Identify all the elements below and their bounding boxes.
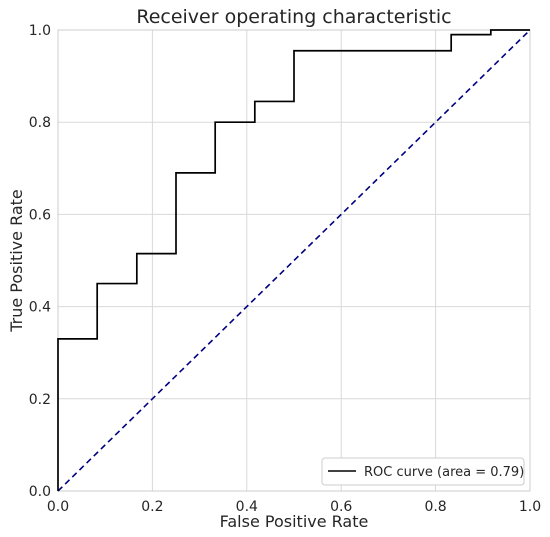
x-tick-label: 0.0 [47, 499, 69, 515]
roc-curve-line [57, 29, 530, 491]
y-axis-label: True Positive Rate [7, 189, 26, 333]
y-tick-label: 0.0 [29, 484, 51, 500]
x-tick-label: 0.4 [236, 499, 258, 515]
x-tick-label: 0.2 [141, 499, 163, 515]
x-tick-labels: 0.0 0.2 0.4 0.6 0.8 1.0 [47, 499, 541, 515]
y-tick-label: 0.6 [29, 207, 51, 223]
legend: ROC curve (area = 0.79) [321, 457, 525, 486]
y-tick-label: 0.4 [29, 300, 51, 316]
y-tick-label: 0.8 [29, 115, 51, 131]
chart-title: Receiver operating characteristic [136, 6, 451, 28]
y-tick-label: 1.0 [29, 23, 51, 39]
x-tick-label: 1.0 [519, 499, 541, 515]
legend-box [321, 457, 525, 486]
series-layer [57, 29, 531, 492]
y-tick-label: 0.2 [29, 392, 51, 408]
x-tick-label: 0.6 [330, 499, 352, 515]
y-tick-labels: 0.0 0.2 0.4 0.6 0.8 1.0 [29, 23, 51, 500]
plot-frame [57, 29, 531, 492]
x-tick-label: 0.8 [424, 499, 446, 515]
grid-lines [58, 30, 530, 491]
legend-label-roc: ROC curve (area = 0.79) [364, 465, 524, 480]
x-axis-label: False Positive Rate [220, 512, 369, 531]
